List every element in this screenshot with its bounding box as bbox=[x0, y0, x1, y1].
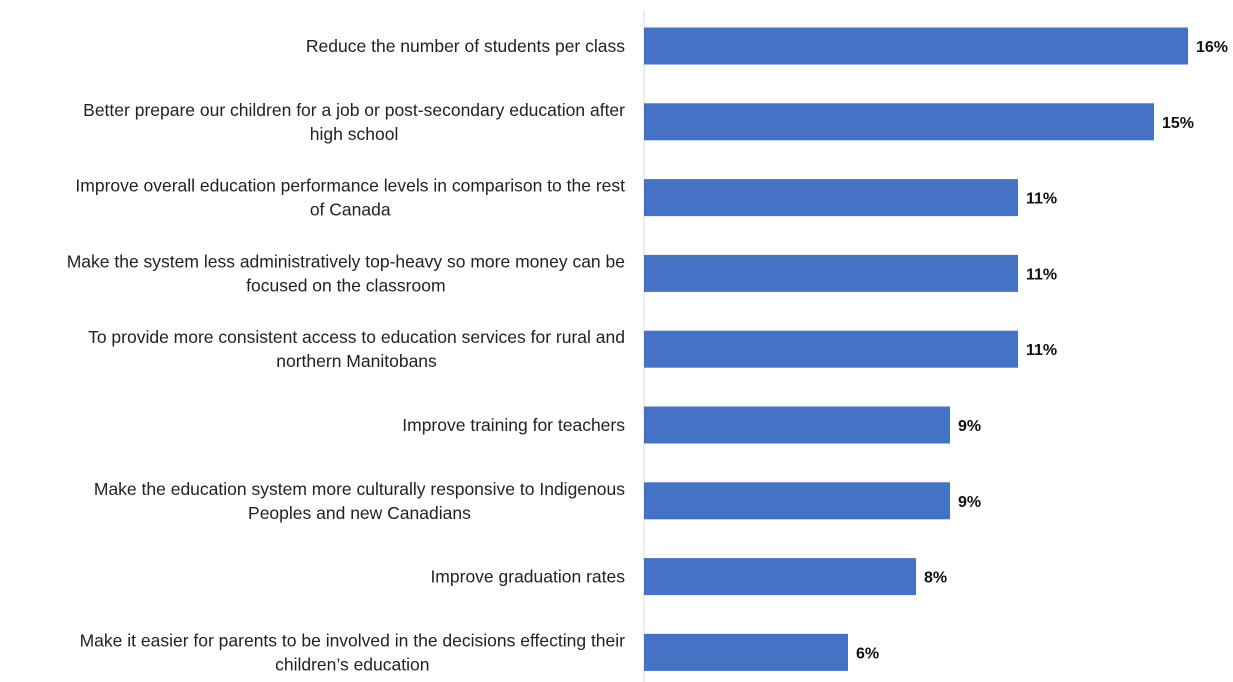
category-label-line: Reduce the number of students per class bbox=[306, 36, 625, 56]
category-label-line: Make the education system more culturall… bbox=[94, 479, 625, 499]
category-label-line: of Canada bbox=[310, 200, 391, 220]
bar bbox=[644, 179, 1018, 217]
value-label: 6% bbox=[856, 645, 879, 662]
value-labels-group: 16% 15% 11% 11% 11% 9% 9% 8% 6% bbox=[856, 39, 1228, 662]
category-label-line: northern Manitobans bbox=[276, 351, 437, 371]
category-label: Improve training for teachers bbox=[402, 415, 625, 435]
category-label-line: Better prepare our children for a job or… bbox=[83, 100, 625, 120]
category-label: Make the education system more culturall… bbox=[94, 479, 625, 523]
category-label-line: high school bbox=[310, 124, 399, 144]
category-label-line: Improve graduation rates bbox=[430, 567, 625, 587]
bar bbox=[644, 482, 950, 520]
category-label-line: focused on the classroom bbox=[246, 275, 445, 295]
category-label: Reduce the number of students per class bbox=[306, 36, 625, 56]
category-label-line: children’s education bbox=[275, 654, 429, 674]
value-label: 11% bbox=[1026, 191, 1057, 208]
category-label: To provide more consistent access to edu… bbox=[88, 327, 625, 371]
bars-group bbox=[644, 27, 1188, 671]
value-label: 11% bbox=[1026, 266, 1057, 283]
bar bbox=[644, 103, 1154, 141]
category-label: Make the system less administratively to… bbox=[67, 251, 625, 295]
category-label-line: Improve overall education performance le… bbox=[75, 176, 625, 196]
category-label-line: Make the system less administratively to… bbox=[67, 251, 625, 271]
category-label-line: Improve training for teachers bbox=[402, 415, 625, 435]
category-label: Improve graduation rates bbox=[430, 567, 625, 587]
category-label: Make it easier for parents to be involve… bbox=[80, 630, 626, 674]
value-label: 16% bbox=[1196, 39, 1228, 56]
value-label: 9% bbox=[958, 494, 981, 511]
bar bbox=[644, 406, 950, 444]
bar bbox=[644, 27, 1188, 65]
value-label: 8% bbox=[924, 570, 947, 587]
category-label: Improve overall education performance le… bbox=[75, 176, 625, 220]
bar bbox=[644, 558, 916, 596]
category-label-line: Peoples and new Canadians bbox=[248, 503, 471, 523]
value-label: 11% bbox=[1026, 342, 1057, 359]
category-label: Better prepare our children for a job or… bbox=[83, 100, 625, 144]
bar bbox=[644, 254, 1018, 292]
bar bbox=[644, 330, 1018, 368]
category-labels-group: Reduce the number of students per class B… bbox=[67, 36, 626, 674]
category-label-line: Make it easier for parents to be involve… bbox=[80, 630, 626, 650]
category-label-line: To provide more consistent access to edu… bbox=[88, 327, 625, 347]
value-label: 15% bbox=[1162, 115, 1194, 132]
value-label: 9% bbox=[958, 418, 981, 435]
bar bbox=[644, 633, 848, 671]
